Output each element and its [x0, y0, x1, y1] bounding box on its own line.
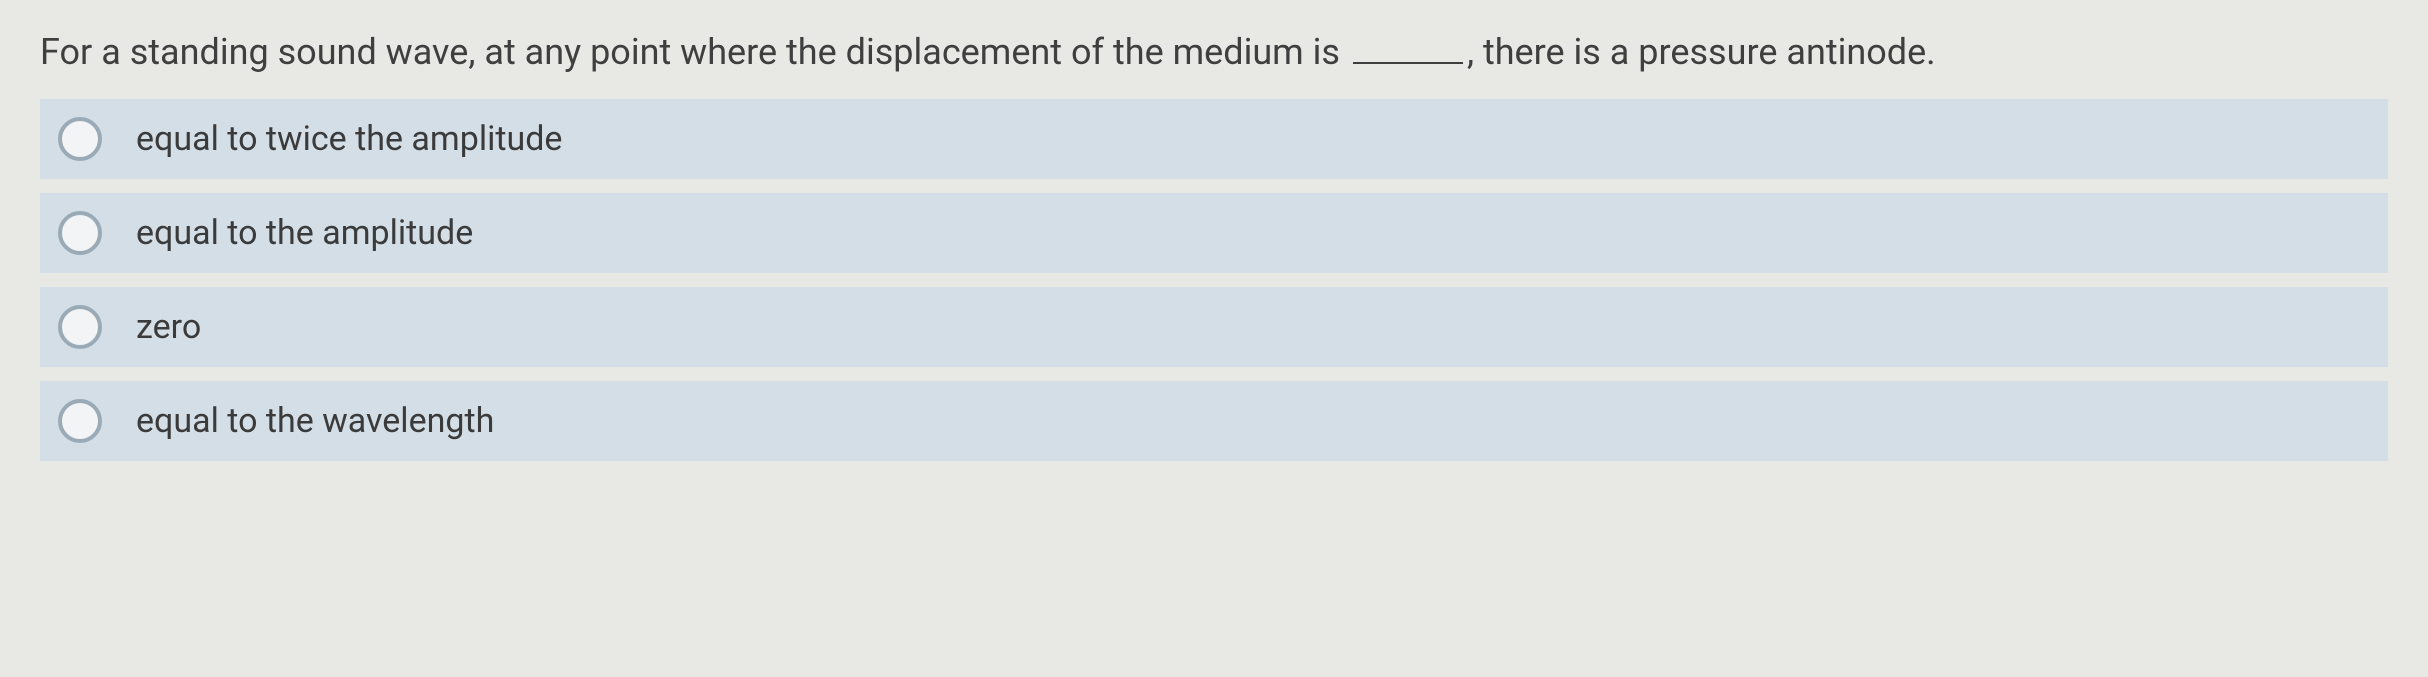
- option-row-2[interactable]: zero: [40, 287, 2388, 367]
- option-row-0[interactable]: equal to twice the amplitude: [40, 99, 2388, 179]
- option-label: zero: [136, 307, 201, 347]
- options-list: equal to twice the amplitude equal to th…: [40, 99, 2388, 461]
- radio-icon[interactable]: [58, 117, 102, 161]
- option-label: equal to the wavelength: [136, 401, 494, 441]
- question-suffix: , there is a pressure antinode.: [1467, 31, 1936, 73]
- radio-icon[interactable]: [58, 305, 102, 349]
- question-prompt: For a standing sound wave, at any point …: [40, 28, 2388, 77]
- fill-blank: [1353, 62, 1463, 64]
- option-row-1[interactable]: equal to the amplitude: [40, 193, 2388, 273]
- option-row-3[interactable]: equal to the wavelength: [40, 381, 2388, 461]
- option-label: equal to twice the amplitude: [136, 119, 562, 159]
- radio-icon[interactable]: [58, 211, 102, 255]
- question-prefix: For a standing sound wave, at any point …: [40, 31, 1349, 73]
- radio-icon[interactable]: [58, 399, 102, 443]
- option-label: equal to the amplitude: [136, 213, 473, 253]
